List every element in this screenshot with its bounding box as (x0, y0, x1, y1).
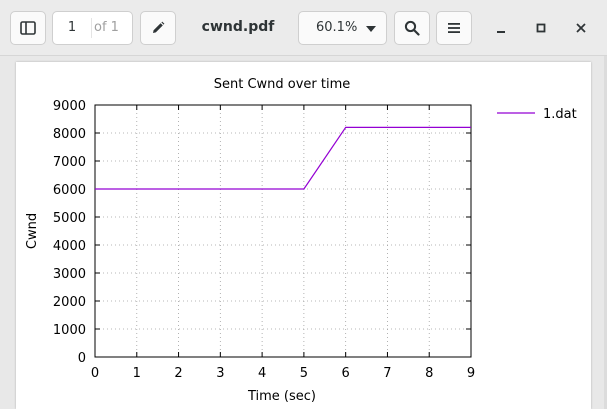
y-axis-label: Cwnd (25, 213, 40, 249)
chart-title: Sent Cwnd over time (214, 77, 351, 92)
page-entry-divider (91, 18, 92, 38)
y-tick-label: 3000 (53, 267, 86, 282)
x-tick-label: 5 (300, 366, 308, 381)
x-tick-label: 6 (342, 366, 350, 381)
chart-ticks: 0 1 2 3 4 5 6 7 8 9 0 1000 2000 3000 4000 5000 6000 7000 8… (53, 99, 475, 381)
y-tick-label: 9000 (53, 99, 86, 114)
zoom-level-label: 60.1% (316, 20, 358, 35)
minimize-button[interactable] (490, 17, 512, 39)
y-tick-label: 1000 (53, 323, 86, 338)
x-tick-label: 8 (425, 366, 433, 381)
search-button[interactable] (394, 11, 430, 45)
hamburger-menu-icon (448, 23, 460, 33)
y-tick-label: 0 (78, 351, 86, 366)
x-tick-label: 1 (133, 366, 141, 381)
y-tick-label: 8000 (53, 127, 86, 142)
series-line-1dat (95, 126, 471, 190)
zoom-dropdown[interactable]: 60.1% (298, 11, 387, 45)
x-tick-label: 7 (383, 366, 391, 381)
pencil-icon (153, 21, 165, 33)
x-tick-label: 4 (258, 366, 266, 381)
x-tick-label: 3 (216, 366, 224, 381)
scrollbar[interactable] (604, 56, 607, 409)
page-total-label: of 1 (94, 20, 119, 35)
current-page-input[interactable]: 1 (67, 20, 77, 35)
chart: 0 1 2 3 4 5 6 7 8 9 0 1000 2000 3000 4000 5000 6000 7000 8… (25, 77, 577, 404)
y-tick-label: 2000 (53, 295, 86, 310)
sidebar-icon (20, 21, 36, 35)
header-bar: 1 of 1 cwnd.pdf 60.1% (0, 0, 607, 56)
close-icon (576, 23, 586, 33)
y-tick-label: 4000 (53, 239, 86, 254)
legend-label: 1.dat (543, 107, 577, 122)
pdf-page: 0 1 2 3 4 5 6 7 8 9 0 1000 2000 3000 4000 5000 6000 7000 8… (16, 62, 591, 409)
annotate-button[interactable] (140, 11, 176, 45)
chevron-down-icon (366, 26, 376, 32)
y-tick-label: 5000 (53, 211, 86, 226)
y-tick-label: 6000 (53, 183, 86, 198)
plot-frame (94, 104, 472, 358)
search-icon (404, 20, 420, 36)
maximize-icon (536, 23, 546, 33)
x-tick-label: 2 (174, 366, 182, 381)
x-axis-label: Time (sec) (247, 389, 316, 404)
document-title: cwnd.pdf (201, 19, 275, 35)
close-button[interactable] (570, 17, 592, 39)
x-tick-label: 0 (91, 366, 99, 381)
y-tick-label: 7000 (53, 155, 86, 170)
chart-grid (95, 105, 471, 357)
maximize-button[interactable] (530, 17, 552, 39)
sidebar-toggle-button[interactable] (10, 11, 46, 45)
x-tick-label: 9 (467, 366, 475, 381)
page-number-entry[interactable]: 1 of 1 (52, 11, 133, 45)
main-menu-button[interactable] (436, 11, 472, 45)
minimize-icon (497, 31, 505, 33)
